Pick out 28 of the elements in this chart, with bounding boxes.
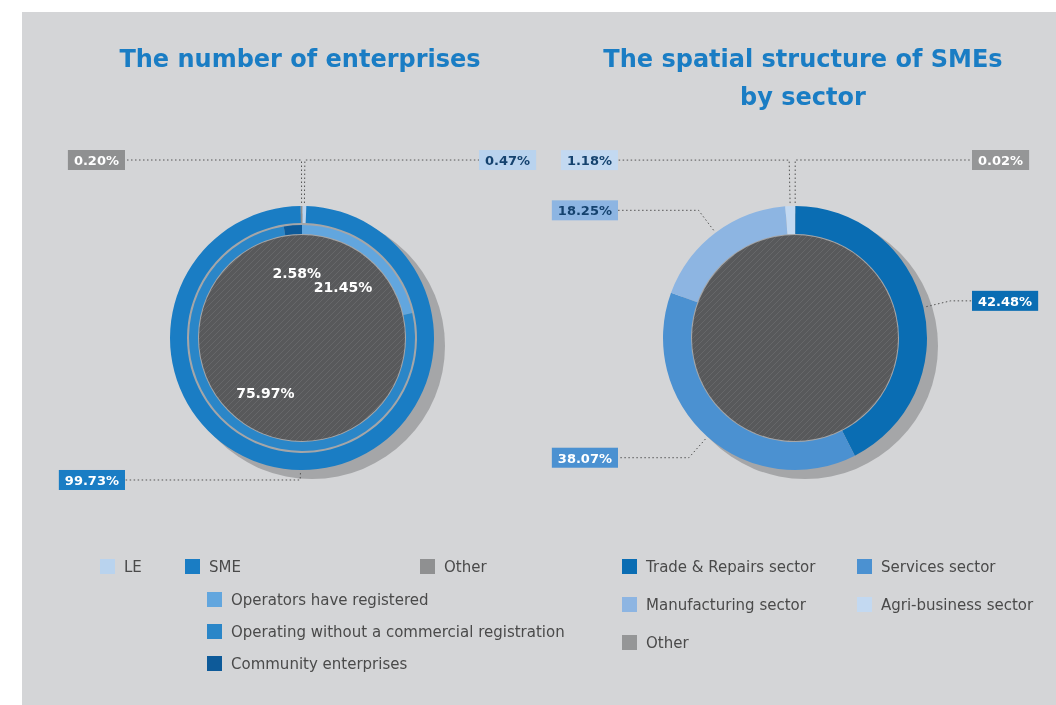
data-label: 2.58% (272, 264, 321, 281)
legend-label: Manufacturing sector (646, 596, 807, 614)
data-label: 38.07% (557, 450, 612, 466)
data-label: 75.97% (236, 384, 295, 401)
donut-slice (671, 206, 788, 303)
data-label: 21.45% (313, 278, 373, 295)
donut-slice (785, 206, 796, 235)
legend-label: Operators have registered (231, 591, 429, 609)
donut-slice (795, 206, 927, 456)
data-label: 0.20% (73, 153, 119, 168)
data-label: 0.47% (485, 153, 531, 169)
legend-label: Agri-business sector (881, 596, 1035, 614)
chart-title: The spatial structure of SMEs by sector (603, 45, 1003, 111)
data-label: 99.73% (64, 472, 119, 488)
legend-label: Other (646, 634, 690, 652)
legend-label: LE (124, 558, 142, 576)
chart-title: The number of enterprises (119, 45, 481, 73)
data-label: 18.25% (557, 203, 612, 219)
legend-label: Community enterprises (231, 655, 408, 673)
data-label: 42.48% (978, 293, 1033, 309)
legend-label: Trade & Repairs sector (645, 558, 817, 576)
legend-label: Services sector (881, 558, 997, 576)
data-label: 1.18% (566, 153, 612, 169)
donut-slice (663, 292, 855, 470)
legend-label: Operating without a commercial registration (231, 623, 565, 641)
legend-label: Other (444, 558, 488, 576)
legend-label: SME (209, 558, 241, 576)
data-label: 0.02% (978, 153, 1024, 168)
